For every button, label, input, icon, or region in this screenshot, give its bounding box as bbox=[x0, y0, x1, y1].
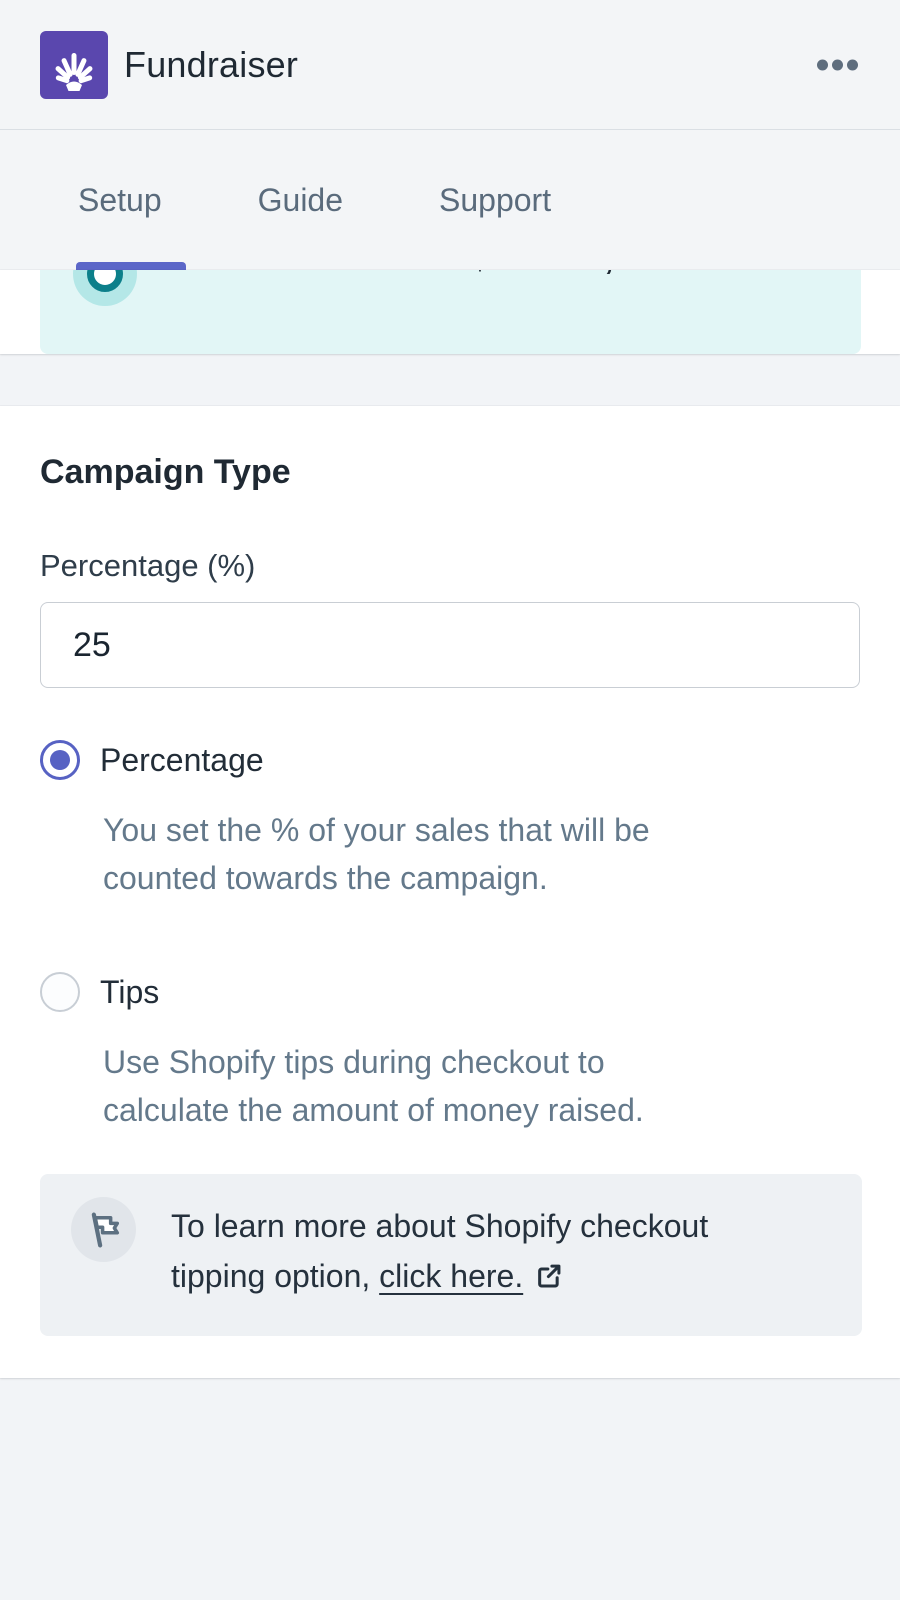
radio-percentage-description: You set the % of your sales that will be… bbox=[103, 812, 650, 896]
radio-percentage-label: Percentage bbox=[100, 741, 264, 778]
radio-unselected-icon[interactable] bbox=[40, 972, 80, 1012]
overflow-menu-button[interactable] bbox=[811, 49, 864, 80]
info-banner: To learn more about Shopify checkout tip… bbox=[40, 1174, 862, 1336]
tab-support-label: Support bbox=[439, 181, 552, 218]
radio-tips-label: Tips bbox=[100, 973, 160, 1010]
page-title: Fundraiser bbox=[124, 43, 299, 85]
external-link-icon bbox=[538, 1264, 561, 1288]
goal-card: Goal Formatted: $100.000,00 bbox=[0, 270, 900, 354]
tab-bar: Setup Guide Support bbox=[0, 130, 900, 270]
progress-ring-icon bbox=[73, 270, 137, 306]
tab-setup-label: Setup bbox=[78, 181, 162, 218]
tab-support[interactable]: Support bbox=[439, 130, 551, 270]
app-logo-icon bbox=[40, 30, 108, 99]
goal-banner: Goal Formatted: $100.000,00 bbox=[40, 270, 861, 354]
active-tab-indicator bbox=[76, 262, 186, 270]
percentage-field-label: Percentage (%) bbox=[40, 548, 256, 583]
tab-setup[interactable]: Setup bbox=[76, 130, 186, 270]
percentage-input[interactable] bbox=[40, 602, 860, 688]
section-title: Campaign Type bbox=[40, 453, 291, 491]
click-here-link[interactable]: click here. bbox=[379, 1258, 524, 1294]
three-dots-icon bbox=[817, 59, 828, 70]
app-header: Fundraiser bbox=[0, 0, 900, 130]
info-banner-text: To learn more about Shopify checkout tip… bbox=[171, 1208, 709, 1294]
card-gap bbox=[0, 354, 900, 406]
goal-banner-text: Goal Formatted: $100.000,00 bbox=[215, 270, 649, 278]
tab-guide[interactable]: Guide bbox=[258, 130, 343, 270]
flag-icon bbox=[71, 1197, 136, 1262]
campaign-type-card: Campaign Type Percentage (%) Percentage … bbox=[0, 406, 900, 1378]
radio-option-percentage[interactable]: Percentage bbox=[40, 740, 860, 780]
tab-guide-label: Guide bbox=[257, 181, 344, 218]
radio-selected-icon[interactable] bbox=[40, 740, 80, 780]
radio-tips-description: Use Shopify tips during checkout to calc… bbox=[103, 1044, 644, 1128]
fan-leaf-icon bbox=[55, 52, 93, 91]
radio-option-tips[interactable]: Tips bbox=[40, 972, 860, 1012]
